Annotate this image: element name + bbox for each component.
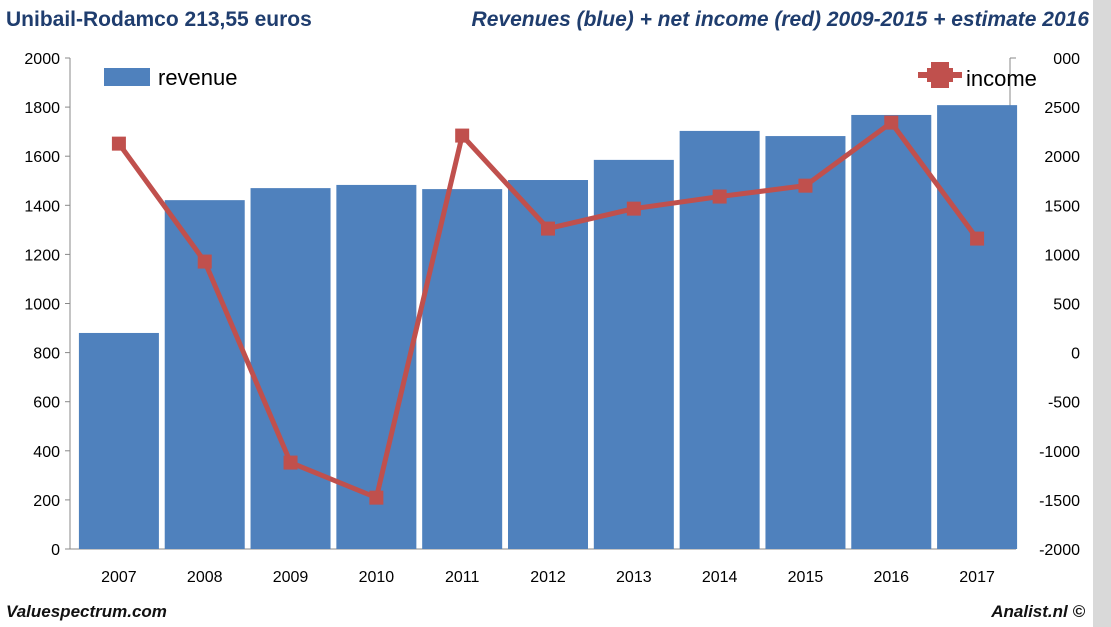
income-marker — [111, 136, 126, 151]
x-tick-label: 2014 — [702, 569, 738, 586]
income-marker — [970, 231, 985, 246]
right-tick-label: -500 — [1048, 395, 1080, 412]
income-marker — [369, 490, 384, 505]
chart-subtitle: Revenues (blue) + net income (red) 2009-… — [471, 8, 1089, 31]
left-tick-label: 1200 — [24, 247, 60, 264]
source-left: Valuespectrum.com — [6, 602, 167, 621]
left-tick-label: 1000 — [24, 297, 60, 314]
left-tick-label: 0 — [51, 542, 60, 559]
income-marker — [712, 189, 727, 204]
left-tick-label: 1800 — [24, 100, 60, 117]
income-marker — [626, 201, 641, 216]
legend-revenue-swatch — [104, 68, 150, 86]
legend-income-marker — [927, 68, 953, 82]
income-marker — [455, 128, 470, 143]
revenue-bar — [250, 188, 331, 550]
left-tick-label: 2000 — [24, 51, 60, 68]
right-tick-label: -1000 — [1039, 444, 1080, 461]
income-marker — [541, 221, 555, 236]
x-tick-label: 2012 — [530, 569, 566, 586]
right-tick-label: 1000 — [1044, 247, 1080, 264]
right-tick-label: 500 — [1053, 297, 1080, 314]
x-tick-label: 2010 — [359, 569, 395, 586]
income-marker — [798, 178, 813, 193]
left-tick-label: 1400 — [24, 198, 60, 215]
x-tick-label: 2009 — [273, 569, 309, 586]
x-tick-label: 2007 — [101, 569, 137, 586]
left-tick-label: 800 — [33, 346, 60, 363]
left-tick-label: 400 — [33, 444, 60, 461]
right-tick-label: 2500 — [1044, 100, 1080, 117]
revenue-bar — [164, 200, 245, 549]
right-tick-label: 2000 — [1044, 149, 1080, 166]
left-tick-label: 200 — [33, 493, 60, 510]
revenue-bar — [851, 114, 932, 550]
x-tick-label: 2015 — [788, 569, 824, 586]
chart-title: Unibail-Rodamco 213,55 euros — [6, 8, 312, 31]
x-tick-label: 2008 — [187, 569, 223, 586]
x-tick-label: 2016 — [873, 569, 909, 586]
left-tick-label: 1600 — [24, 149, 60, 166]
revenue-bar — [765, 136, 846, 549]
legend-income-label: income — [966, 66, 1037, 91]
source-right: Analist.nl © — [991, 602, 1085, 621]
income-marker — [283, 455, 298, 470]
legend-revenue-label: revenue — [158, 65, 238, 90]
right-tick-label: -2000 — [1039, 542, 1080, 559]
right-tick-label: 000 — [1053, 51, 1080, 68]
x-tick-label: 2017 — [959, 569, 995, 586]
right-tick-label: 1500 — [1044, 198, 1080, 215]
revenue-bar — [78, 332, 159, 549]
x-tick-label: 2011 — [445, 569, 480, 586]
right-tick-label: 0 — [1071, 346, 1080, 363]
x-tick-label: 2013 — [616, 569, 652, 586]
income-marker — [197, 254, 212, 269]
left-tick-label: 600 — [33, 395, 60, 412]
revenue-bar — [508, 180, 588, 550]
right-tick-label: -1500 — [1039, 493, 1080, 510]
revenue-bar — [593, 159, 674, 549]
revenue-bar — [937, 105, 1018, 550]
income-marker — [884, 115, 899, 130]
